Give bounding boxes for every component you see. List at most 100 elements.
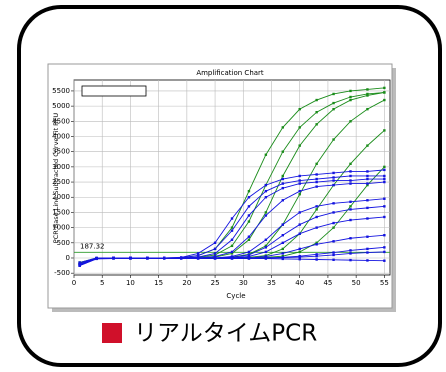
point <box>264 189 268 193</box>
point <box>315 258 318 261</box>
point <box>281 241 284 245</box>
point <box>213 247 217 251</box>
point <box>298 255 301 259</box>
point <box>332 107 335 111</box>
caption: リアルタイムPCR <box>134 321 317 347</box>
point <box>366 259 369 262</box>
point <box>315 185 318 188</box>
x-tick-label: 10 <box>126 279 135 287</box>
x-tick-label: 20 <box>182 279 191 287</box>
point <box>332 226 335 229</box>
point <box>281 252 284 255</box>
point <box>230 229 234 232</box>
point <box>213 255 217 258</box>
point <box>213 256 217 260</box>
point <box>281 234 284 237</box>
point <box>78 262 81 266</box>
y-tick-label: 4000 <box>52 132 70 140</box>
point <box>366 247 369 251</box>
point <box>315 243 318 246</box>
point <box>315 162 318 166</box>
point <box>247 235 251 238</box>
y-tick-label: -500 <box>54 269 70 277</box>
point <box>383 174 386 178</box>
point <box>281 150 284 153</box>
point <box>349 252 352 255</box>
point <box>315 180 318 184</box>
y-tick-label: 500 <box>57 239 70 247</box>
point <box>383 250 386 254</box>
point <box>247 196 251 199</box>
point <box>247 238 251 241</box>
point <box>349 249 352 252</box>
point <box>247 205 251 208</box>
point <box>230 250 234 254</box>
y-tick-label: 2000 <box>52 193 70 201</box>
point <box>230 244 234 248</box>
point <box>247 250 251 254</box>
point <box>281 199 284 202</box>
x-tick-label: 0 <box>72 279 76 287</box>
point <box>332 253 335 257</box>
y-tick-label: 3000 <box>52 163 70 171</box>
point <box>366 206 369 210</box>
point <box>163 256 166 260</box>
point <box>247 220 251 223</box>
point <box>366 94 369 97</box>
point <box>366 183 369 187</box>
chart-title: Amplification Chart <box>196 69 264 77</box>
point <box>315 253 318 256</box>
point <box>349 205 352 208</box>
point <box>264 214 268 217</box>
point <box>213 252 217 255</box>
point <box>349 200 352 203</box>
point <box>112 256 115 260</box>
point <box>315 254 318 258</box>
point <box>383 177 386 181</box>
threshold-label: 187.32 <box>80 242 105 250</box>
point <box>78 261 81 264</box>
point <box>281 223 284 226</box>
y-tick-label: 4500 <box>52 117 70 125</box>
point <box>298 182 301 185</box>
y-tick-label: 5500 <box>52 87 70 95</box>
x-tick-label: 15 <box>154 279 163 287</box>
point <box>383 165 386 169</box>
point <box>180 256 183 260</box>
point <box>332 240 335 243</box>
point <box>230 252 234 255</box>
y-tick-label: 5000 <box>52 102 70 110</box>
point <box>366 92 369 96</box>
point <box>349 170 352 173</box>
point <box>146 256 149 260</box>
point <box>95 256 98 260</box>
point <box>349 179 352 182</box>
point <box>281 247 284 251</box>
point <box>281 126 284 129</box>
x-tick-label: 50 <box>352 279 361 287</box>
point <box>213 253 217 257</box>
point <box>366 144 369 147</box>
point <box>315 241 318 245</box>
point <box>315 208 318 211</box>
point <box>332 221 335 225</box>
point <box>366 107 369 111</box>
point <box>281 186 284 190</box>
point <box>349 98 352 102</box>
point <box>230 217 234 220</box>
point <box>247 214 251 217</box>
point <box>349 258 352 262</box>
point <box>264 256 268 260</box>
point <box>332 101 335 105</box>
point <box>315 98 318 102</box>
point <box>332 138 335 141</box>
y-tick-label: 2500 <box>52 178 70 186</box>
point <box>264 255 268 258</box>
point <box>315 226 318 229</box>
point <box>264 211 268 214</box>
point <box>349 182 352 185</box>
x-tick-label: 30 <box>239 279 248 287</box>
point <box>230 238 234 241</box>
point <box>349 120 352 123</box>
point <box>264 246 268 249</box>
